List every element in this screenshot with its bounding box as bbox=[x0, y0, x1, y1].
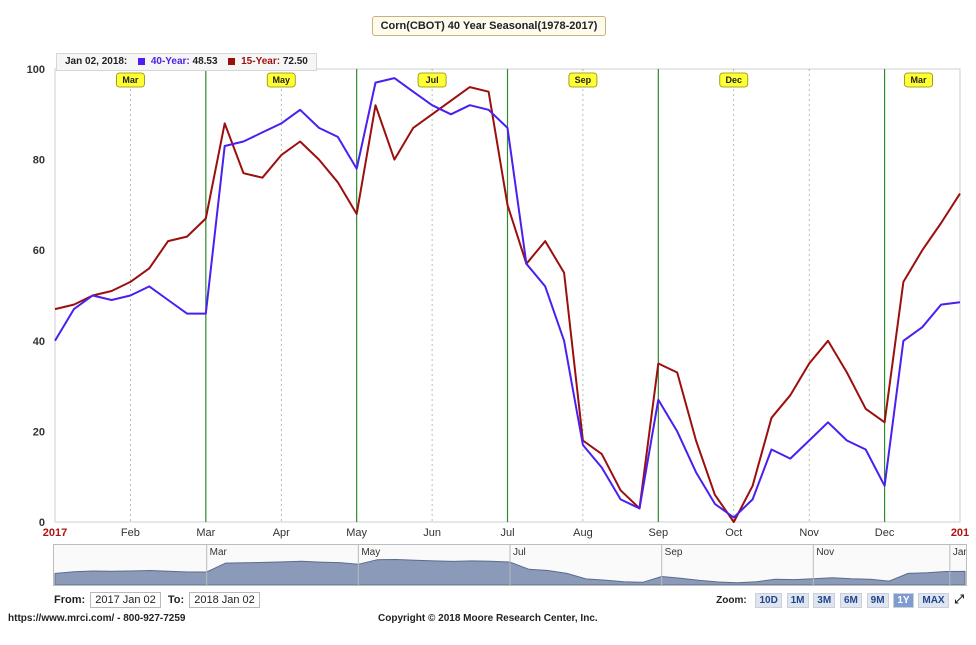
y-tick-label: 60 bbox=[33, 245, 45, 257]
navigator-label: Jul bbox=[513, 547, 526, 558]
season-badge-label: May bbox=[272, 75, 290, 85]
navigator[interactable]: Mar May Jul Sep Nov Jan bbox=[53, 544, 967, 586]
season-badge-label: Dec bbox=[725, 75, 742, 85]
season-badge bbox=[266, 72, 296, 88]
y-tick-label: 100 bbox=[27, 64, 45, 76]
zoom-1m-button[interactable]: 1M bbox=[786, 593, 809, 608]
season-badge bbox=[719, 72, 749, 88]
x-tick-label: 201 bbox=[951, 527, 969, 539]
zoom-9m-button[interactable]: 9M bbox=[866, 593, 889, 608]
series-40-year-line bbox=[54, 77, 961, 519]
y-tick-label: 40 bbox=[33, 336, 45, 348]
zoom-6m-button[interactable]: 6M bbox=[839, 593, 862, 608]
x-tick-label: Sep bbox=[649, 527, 669, 539]
navigator-label: Sep bbox=[665, 547, 683, 558]
navigator-label: Jan bbox=[953, 547, 966, 558]
zoom-10d-button[interactable]: 10D bbox=[755, 593, 782, 608]
x-tick-label: Jul bbox=[500, 527, 514, 539]
legend-15-value: 72.50 bbox=[282, 56, 308, 67]
x-tick-label: Apr bbox=[273, 527, 290, 539]
x-tick-label: May bbox=[346, 527, 367, 539]
navigator-label: May bbox=[361, 547, 380, 558]
to-label: To: bbox=[167, 594, 185, 606]
chart-title: Corn(CBOT) 40 Year Seasonal(1978-2017) bbox=[372, 16, 606, 36]
zoom-1y-button[interactable]: 1Y bbox=[893, 593, 914, 608]
legend: Jan 02, 2018: 40-Year: 48.53 15-Year: 72… bbox=[56, 53, 317, 71]
series-15-year-line bbox=[54, 86, 961, 523]
season-badge bbox=[904, 72, 933, 88]
legend-40-value: 48.53 bbox=[192, 56, 218, 67]
season-badge-label: Mar bbox=[122, 75, 139, 85]
x-tick-label: Oct bbox=[725, 527, 742, 539]
season-badge-label: Jul bbox=[426, 75, 439, 85]
navigator-label: Mar bbox=[210, 547, 228, 558]
footer-url: https://www.mrci.com/ - 800-927-7259 bbox=[8, 613, 186, 624]
legend-date: Jan 02, 2018: bbox=[65, 56, 128, 67]
season-badge-label: Sep bbox=[575, 75, 592, 85]
season-badge-label: Mar bbox=[911, 75, 928, 85]
legend-15-swatch bbox=[228, 57, 236, 65]
footer-copyright: Copyright © 2018 Moore Research Center, … bbox=[378, 613, 598, 624]
y-tick-label: 0 bbox=[39, 517, 45, 529]
chart-panel: 0 20 40 60 80 100 2017 Feb Mar Apr May Jun Jul Aug Sep… bbox=[8, 42, 970, 542]
fullscreen-icon[interactable]: ⤢ bbox=[954, 592, 964, 606]
zoom-3m-button[interactable]: 3M bbox=[813, 593, 836, 608]
x-tick-label: Nov bbox=[799, 527, 819, 539]
season-badge bbox=[116, 72, 145, 88]
y-tick-label: 80 bbox=[33, 155, 45, 167]
from-label: From: bbox=[54, 594, 86, 606]
zoom-controls: Zoom: 10D 1M 3M 6M 9M 1Y MAX ⤢ bbox=[716, 592, 964, 608]
season-badge bbox=[568, 72, 598, 88]
zoom-label: Zoom: bbox=[716, 595, 747, 606]
x-tick-label: Feb bbox=[121, 527, 140, 539]
to-input[interactable]: 2018 Jan 02 bbox=[189, 592, 260, 608]
navigator-label: Nov bbox=[816, 547, 834, 558]
y-tick-label: 20 bbox=[33, 426, 45, 438]
x-tick-label: Dec bbox=[875, 527, 895, 539]
x-tick-label: Mar bbox=[196, 527, 215, 539]
season-badge bbox=[417, 72, 447, 88]
x-tick-label: 2017 bbox=[43, 527, 67, 539]
legend-40-swatch bbox=[138, 57, 146, 65]
x-tick-label: Jun bbox=[423, 527, 441, 539]
legend-15-label: 15-Year: bbox=[241, 56, 281, 67]
navigator-chart[interactable]: Mar May Jul Sep Nov Jan bbox=[54, 545, 966, 585]
legend-40-label: 40-Year: bbox=[150, 56, 190, 67]
zoom-max-button[interactable]: MAX bbox=[918, 593, 949, 608]
from-input[interactable]: 2017 Jan 02 bbox=[90, 592, 161, 608]
x-tick-label: Aug bbox=[573, 527, 593, 539]
main-chart: 0 20 40 60 80 100 2017 Feb Mar Apr May Jun Jul Aug Sep… bbox=[27, 64, 970, 539]
date-range: From: 2017 Jan 02 To: 2018 Jan 02 bbox=[54, 592, 264, 608]
